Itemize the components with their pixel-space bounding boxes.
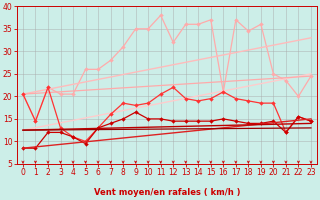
X-axis label: Vent moyen/en rafales ( km/h ): Vent moyen/en rafales ( km/h ) bbox=[94, 188, 240, 197]
